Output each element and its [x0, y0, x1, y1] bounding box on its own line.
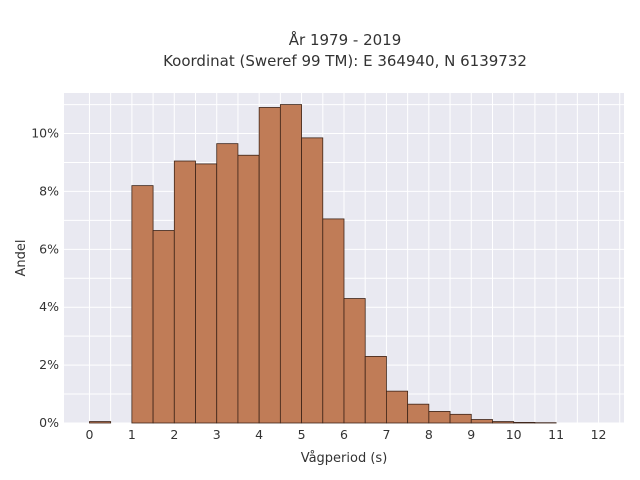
- histogram-bar: [322, 218, 345, 424]
- x-tick-label: 12: [591, 427, 607, 442]
- histogram-bar: [195, 163, 218, 424]
- y-tick-label: 2%: [39, 357, 59, 372]
- x-axis-label: Vågperiod (s): [301, 451, 388, 466]
- histogram-bar: [470, 419, 493, 424]
- histogram-bar: [513, 422, 536, 424]
- x-tick-label: 11: [548, 427, 564, 442]
- y-tick-label: 8%: [39, 183, 59, 198]
- histogram-bar: [449, 413, 472, 424]
- histogram-bar: [343, 298, 366, 424]
- histogram-bar: [364, 356, 387, 424]
- histogram-bar: [386, 390, 409, 424]
- y-tick-label: 4%: [39, 299, 59, 314]
- y-tick-label: 6%: [39, 241, 59, 256]
- histogram-bar: [279, 104, 302, 424]
- x-axis-ticks: 0 1 2 3 4 5 6 7 8 9 10 11 12: [85, 427, 606, 442]
- x-tick-label: 5: [298, 427, 306, 442]
- x-tick-label: 9: [467, 427, 475, 442]
- histogram-bar: [173, 160, 196, 424]
- histogram-bar: [258, 107, 281, 424]
- chart-title-line-1: År 1979 - 2019: [289, 30, 402, 49]
- histogram-bar: [428, 411, 451, 424]
- chart-title-line-2: Koordinat (Sweref 99 TM): E 364940, N 61…: [163, 52, 527, 70]
- x-tick-label: 1: [128, 427, 136, 442]
- x-tick-label: 6: [340, 427, 348, 442]
- histogram-bar: [237, 154, 260, 424]
- bars: [89, 104, 557, 424]
- y-tick-label: 10%: [31, 126, 59, 141]
- histogram-bar: [492, 421, 515, 424]
- histogram-bar: [216, 143, 239, 424]
- x-tick-label: 3: [213, 427, 221, 442]
- histogram-bar: [89, 421, 112, 424]
- x-tick-label: 8: [425, 427, 433, 442]
- y-axis-label: Andel: [14, 240, 29, 277]
- x-tick-label: 4: [255, 427, 263, 442]
- histogram-bar: [131, 185, 154, 424]
- y-axis-ticks: 0% 2% 4% 6% 8% 10%: [31, 126, 59, 430]
- histogram-bar: [152, 230, 175, 424]
- x-tick-label: 2: [170, 427, 178, 442]
- x-tick-label: 10: [506, 427, 522, 442]
- histogram-bar: [407, 403, 430, 424]
- x-tick-label: 7: [382, 427, 390, 442]
- histogram-bar: [301, 137, 324, 424]
- y-tick-label: 0%: [39, 415, 59, 430]
- x-tick-label: 0: [85, 427, 93, 442]
